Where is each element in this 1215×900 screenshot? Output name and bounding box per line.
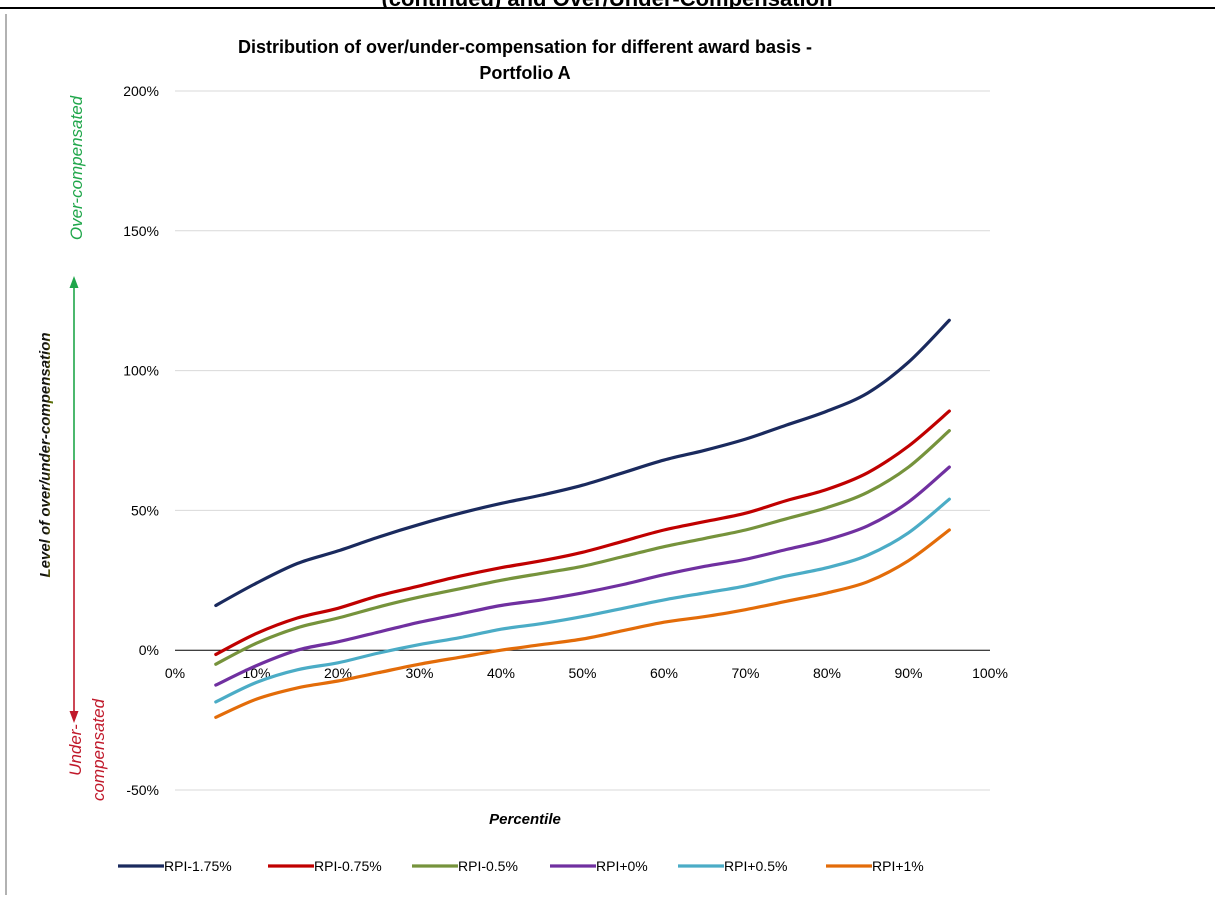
series-line-1 bbox=[214, 409, 951, 656]
under-compensated-label-line2: compensated bbox=[89, 698, 108, 801]
chart-title: Distribution of over/under-compensation … bbox=[238, 37, 812, 57]
legend: RPI-1.75% RPI-0.75% RPI-0.5% RPI+0% RPI+0.5%… bbox=[118, 858, 924, 874]
x-tick-label: 70% bbox=[731, 665, 759, 681]
series-line-3 bbox=[214, 465, 951, 687]
gridlines bbox=[175, 90, 990, 791]
legend-label: RPI-0.5% bbox=[458, 858, 518, 874]
x-tick-labels: 0% 10% 20% 30% 40% 50% 60% 70% 80% 90% 100% bbox=[165, 665, 1008, 681]
y-tick-label: 50% bbox=[131, 502, 159, 518]
legend-label: RPI+1% bbox=[872, 858, 924, 874]
x-tick-label: 0% bbox=[165, 665, 185, 681]
x-tick-label: 80% bbox=[813, 665, 841, 681]
series-line-5 bbox=[214, 528, 951, 719]
y-tick-label: 0% bbox=[139, 642, 159, 658]
x-tick-label: 90% bbox=[894, 665, 922, 681]
x-axis-title: Percentile bbox=[489, 811, 561, 828]
series-line-2 bbox=[214, 429, 951, 666]
y-tick-label: 200% bbox=[123, 83, 159, 99]
over-under-arrow bbox=[69, 276, 79, 723]
x-tick-label: 50% bbox=[568, 665, 596, 681]
x-tick-label: 30% bbox=[405, 665, 433, 681]
x-tick-label: 20% bbox=[324, 665, 352, 681]
legend-label: RPI-0.75% bbox=[314, 858, 382, 874]
under-compensated-label-line1: Under- bbox=[66, 724, 85, 776]
header-fragment: (continued) and Over/Under-Compensation bbox=[381, 0, 832, 11]
y-axis-title: Level of over/under-compensation bbox=[37, 332, 54, 577]
over-compensated-label: Over-compensated bbox=[67, 95, 86, 240]
x-tick-label: 60% bbox=[650, 665, 678, 681]
y-tick-label: 150% bbox=[123, 223, 159, 239]
x-tick-label: 100% bbox=[972, 665, 1008, 681]
y-tick-label: 100% bbox=[123, 363, 159, 379]
legend-label: RPI+0.5% bbox=[724, 858, 787, 874]
series-lines bbox=[214, 318, 951, 719]
legend-label: RPI+0% bbox=[596, 858, 648, 874]
series-line-4 bbox=[214, 497, 951, 704]
x-tick-label: 40% bbox=[487, 665, 515, 681]
y-tick-labels: -50% 0% 50% 100% 150% 200% bbox=[123, 83, 159, 798]
y-tick-label: -50% bbox=[126, 782, 159, 798]
series-line-0 bbox=[214, 318, 951, 608]
chart-subtitle: Portfolio A bbox=[479, 63, 570, 83]
legend-label: RPI-1.75% bbox=[164, 858, 232, 874]
